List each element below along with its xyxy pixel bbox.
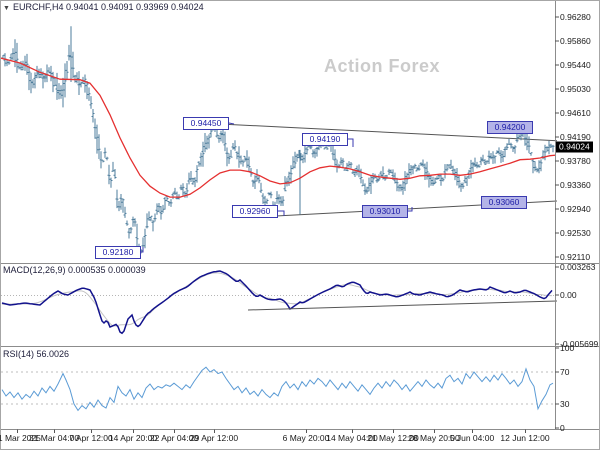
watermark: Action Forex: [324, 56, 441, 76]
price-axis-label: 0.94190: [560, 131, 591, 142]
macd-axis-label: 0.00: [560, 289, 577, 300]
time-axis-label: 21 May 12:00: [367, 433, 419, 443]
pivot-label-0.92180[interactable]: 0.92180: [95, 246, 141, 259]
price-axis-label: 0.94610: [560, 107, 591, 118]
pivot-label-0.93060[interactable]: 0.93060: [481, 196, 527, 209]
time-axis-label: 6 May 20:00: [282, 433, 330, 443]
symbol-title: ▼ EURCHF,H4 0.94041 0.94091 0.93969 0.940…: [3, 2, 204, 13]
price-axis-label: 0.95860: [560, 35, 591, 46]
macd-indicator-label: MACD(12,26,9) 0.000535 0.000039: [3, 265, 146, 275]
rsi-line: [1, 366, 554, 412]
time-axis-label: 5 Jun 04:00: [449, 433, 495, 443]
pivot-label-0.93010[interactable]: 0.93010: [362, 205, 408, 218]
ohlc-readout: EURCHF,H4 0.94041 0.94091 0.93969 0.9402…: [12, 2, 204, 12]
pivot-label-0.94200[interactable]: 0.94200: [487, 121, 533, 134]
moving-average-line: [0, 57, 557, 198]
macd-main-line: [1, 270, 553, 335]
rsi-axis-label: 100: [560, 342, 575, 353]
time-axis-label: 12 Jun 12:00: [500, 433, 550, 443]
time-axis-label: 22 Apr 04:00: [149, 433, 199, 443]
macd-signal-line: [2, 272, 552, 327]
price-bars: [1, 26, 555, 254]
annotation-connector: [346, 138, 354, 147]
price-axis-label: 0.92530: [560, 227, 591, 238]
trendline-macd[interactable]: [247, 300, 558, 311]
price-axis-label: 0.92110: [560, 251, 591, 262]
annotation-connector: [406, 207, 413, 212]
time-axis-label: 14 May 04:00: [326, 433, 378, 443]
time-axis-label: 31 Mar 04:00: [28, 433, 80, 443]
rsi-axis-label: 70: [560, 366, 570, 377]
trendline-upper-descending[interactable]: [221, 123, 558, 142]
price-axis-label: 0.93360: [560, 179, 591, 190]
price-axis-label: 0.93780: [560, 155, 591, 166]
annotation-connector: [228, 122, 235, 125]
price-axis-label: 0.92940: [560, 203, 591, 214]
pivot-label-0.94450[interactable]: 0.94450: [183, 117, 229, 130]
pivot-label-0.92960[interactable]: 0.92960: [232, 205, 278, 218]
price-axis-label: 0.96280: [560, 11, 591, 22]
rsi-axis-label: 30: [560, 398, 570, 409]
collapse-chart-icon[interactable]: ▼: [3, 5, 10, 12]
time-axis-label: 7 Apr 12:00: [69, 433, 113, 443]
time-axis-label: 21 Mar 2025: [0, 433, 41, 443]
rsi-indicator-label: RSI(14) 56.0026: [3, 349, 70, 359]
current-price-tag: 0.94024: [556, 141, 593, 153]
time-axis-label: 14 Apr 20:00: [108, 433, 158, 443]
rsi-axis-label: 0: [560, 422, 565, 433]
time-axis-label: 29 Apr 12:00: [189, 433, 239, 443]
macd-axis-label: 0.003263: [560, 261, 596, 272]
macd-axis-label: -0.005699: [560, 338, 599, 349]
time-axis-label: 28 May 20:00: [408, 433, 460, 443]
price-axis-label: 0.95440: [560, 59, 591, 70]
pivot-label-0.94190[interactable]: 0.94190: [302, 133, 348, 146]
annotation-connector: [276, 210, 285, 216]
price-axis-label: 0.95030: [560, 83, 591, 94]
